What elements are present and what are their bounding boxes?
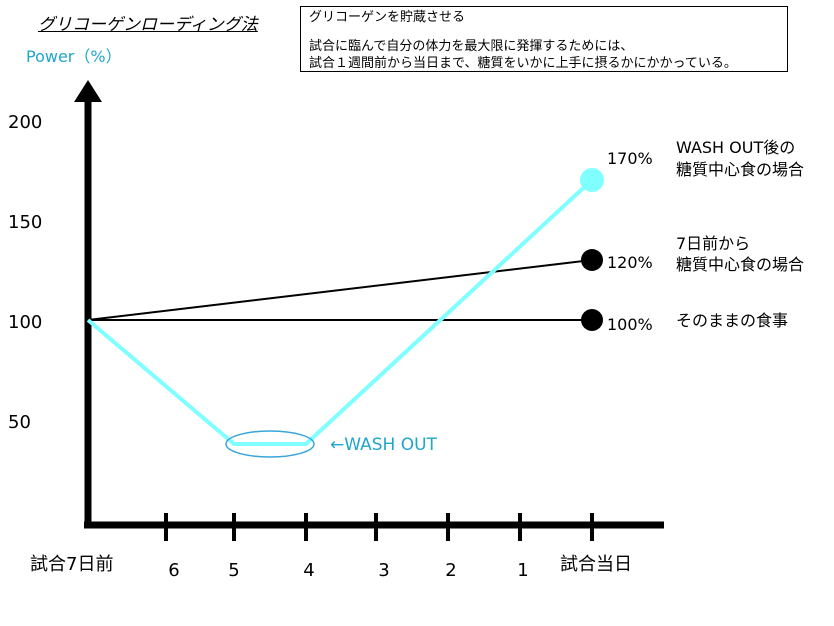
y-tick-label: 150: [8, 212, 42, 233]
note-line-2: 試合１週間前から当日まで、糖質をいかに上手に摂るかにかかっている。: [309, 56, 737, 71]
series-end-marker: [580, 168, 604, 192]
y-axis-label: Power（%）: [26, 47, 122, 66]
x-tick-label: 2: [445, 560, 456, 581]
note-box: グリコーゲンを貯蔵させる 試合に臨んで自分の体力を最大限に発揮するためには、 試…: [300, 6, 788, 72]
x-tick-label: 5: [228, 560, 239, 581]
series-end-label: そのままの食事: [676, 311, 788, 330]
series-end-label: 7日前から: [676, 234, 750, 253]
y-tick-label: 200: [8, 112, 42, 133]
x-tick-label: 6: [168, 560, 179, 581]
series-end-value: 120%: [607, 253, 653, 272]
series-end-marker: [581, 249, 603, 271]
y-tick-label: 50: [8, 412, 31, 433]
series-end-value: 100%: [607, 315, 653, 334]
x-tick-label: 4: [303, 560, 314, 581]
y-tick-label: 100: [8, 312, 42, 333]
x-tick-label: 試合7日前: [30, 554, 113, 575]
y-axis-arrow: [74, 80, 102, 102]
note-heading: グリコーゲンを貯蔵させる: [309, 10, 466, 25]
series-end-label: 糖質中心食の場合: [676, 255, 804, 274]
axes: 試合7日前 6 5 4 3 2 1 試合当日 200 150 100 50 Power（%）: [8, 47, 664, 581]
series-end-label: WASH OUT後の: [676, 138, 795, 157]
x-tick-label: 3: [378, 560, 389, 581]
chart-title: グリコーゲンローディング法: [38, 15, 258, 35]
x-tick-label: 1: [517, 560, 528, 581]
series-end-value: 170%: [607, 149, 653, 168]
wash-out-ellipse: [225, 430, 315, 458]
series-end-marker: [581, 309, 603, 331]
series-line: [86, 178, 594, 446]
note-line-1: 試合に臨んで自分の体力を最大限に発揮するためには、: [309, 39, 634, 54]
x-tick-label: 試合当日: [560, 554, 632, 575]
series-line: [87, 259, 593, 321]
series-end-label: 糖質中心食の場合: [676, 160, 804, 179]
series-layer: [86, 168, 604, 458]
wash-out-annotation: ←WASH OUT: [330, 435, 438, 455]
